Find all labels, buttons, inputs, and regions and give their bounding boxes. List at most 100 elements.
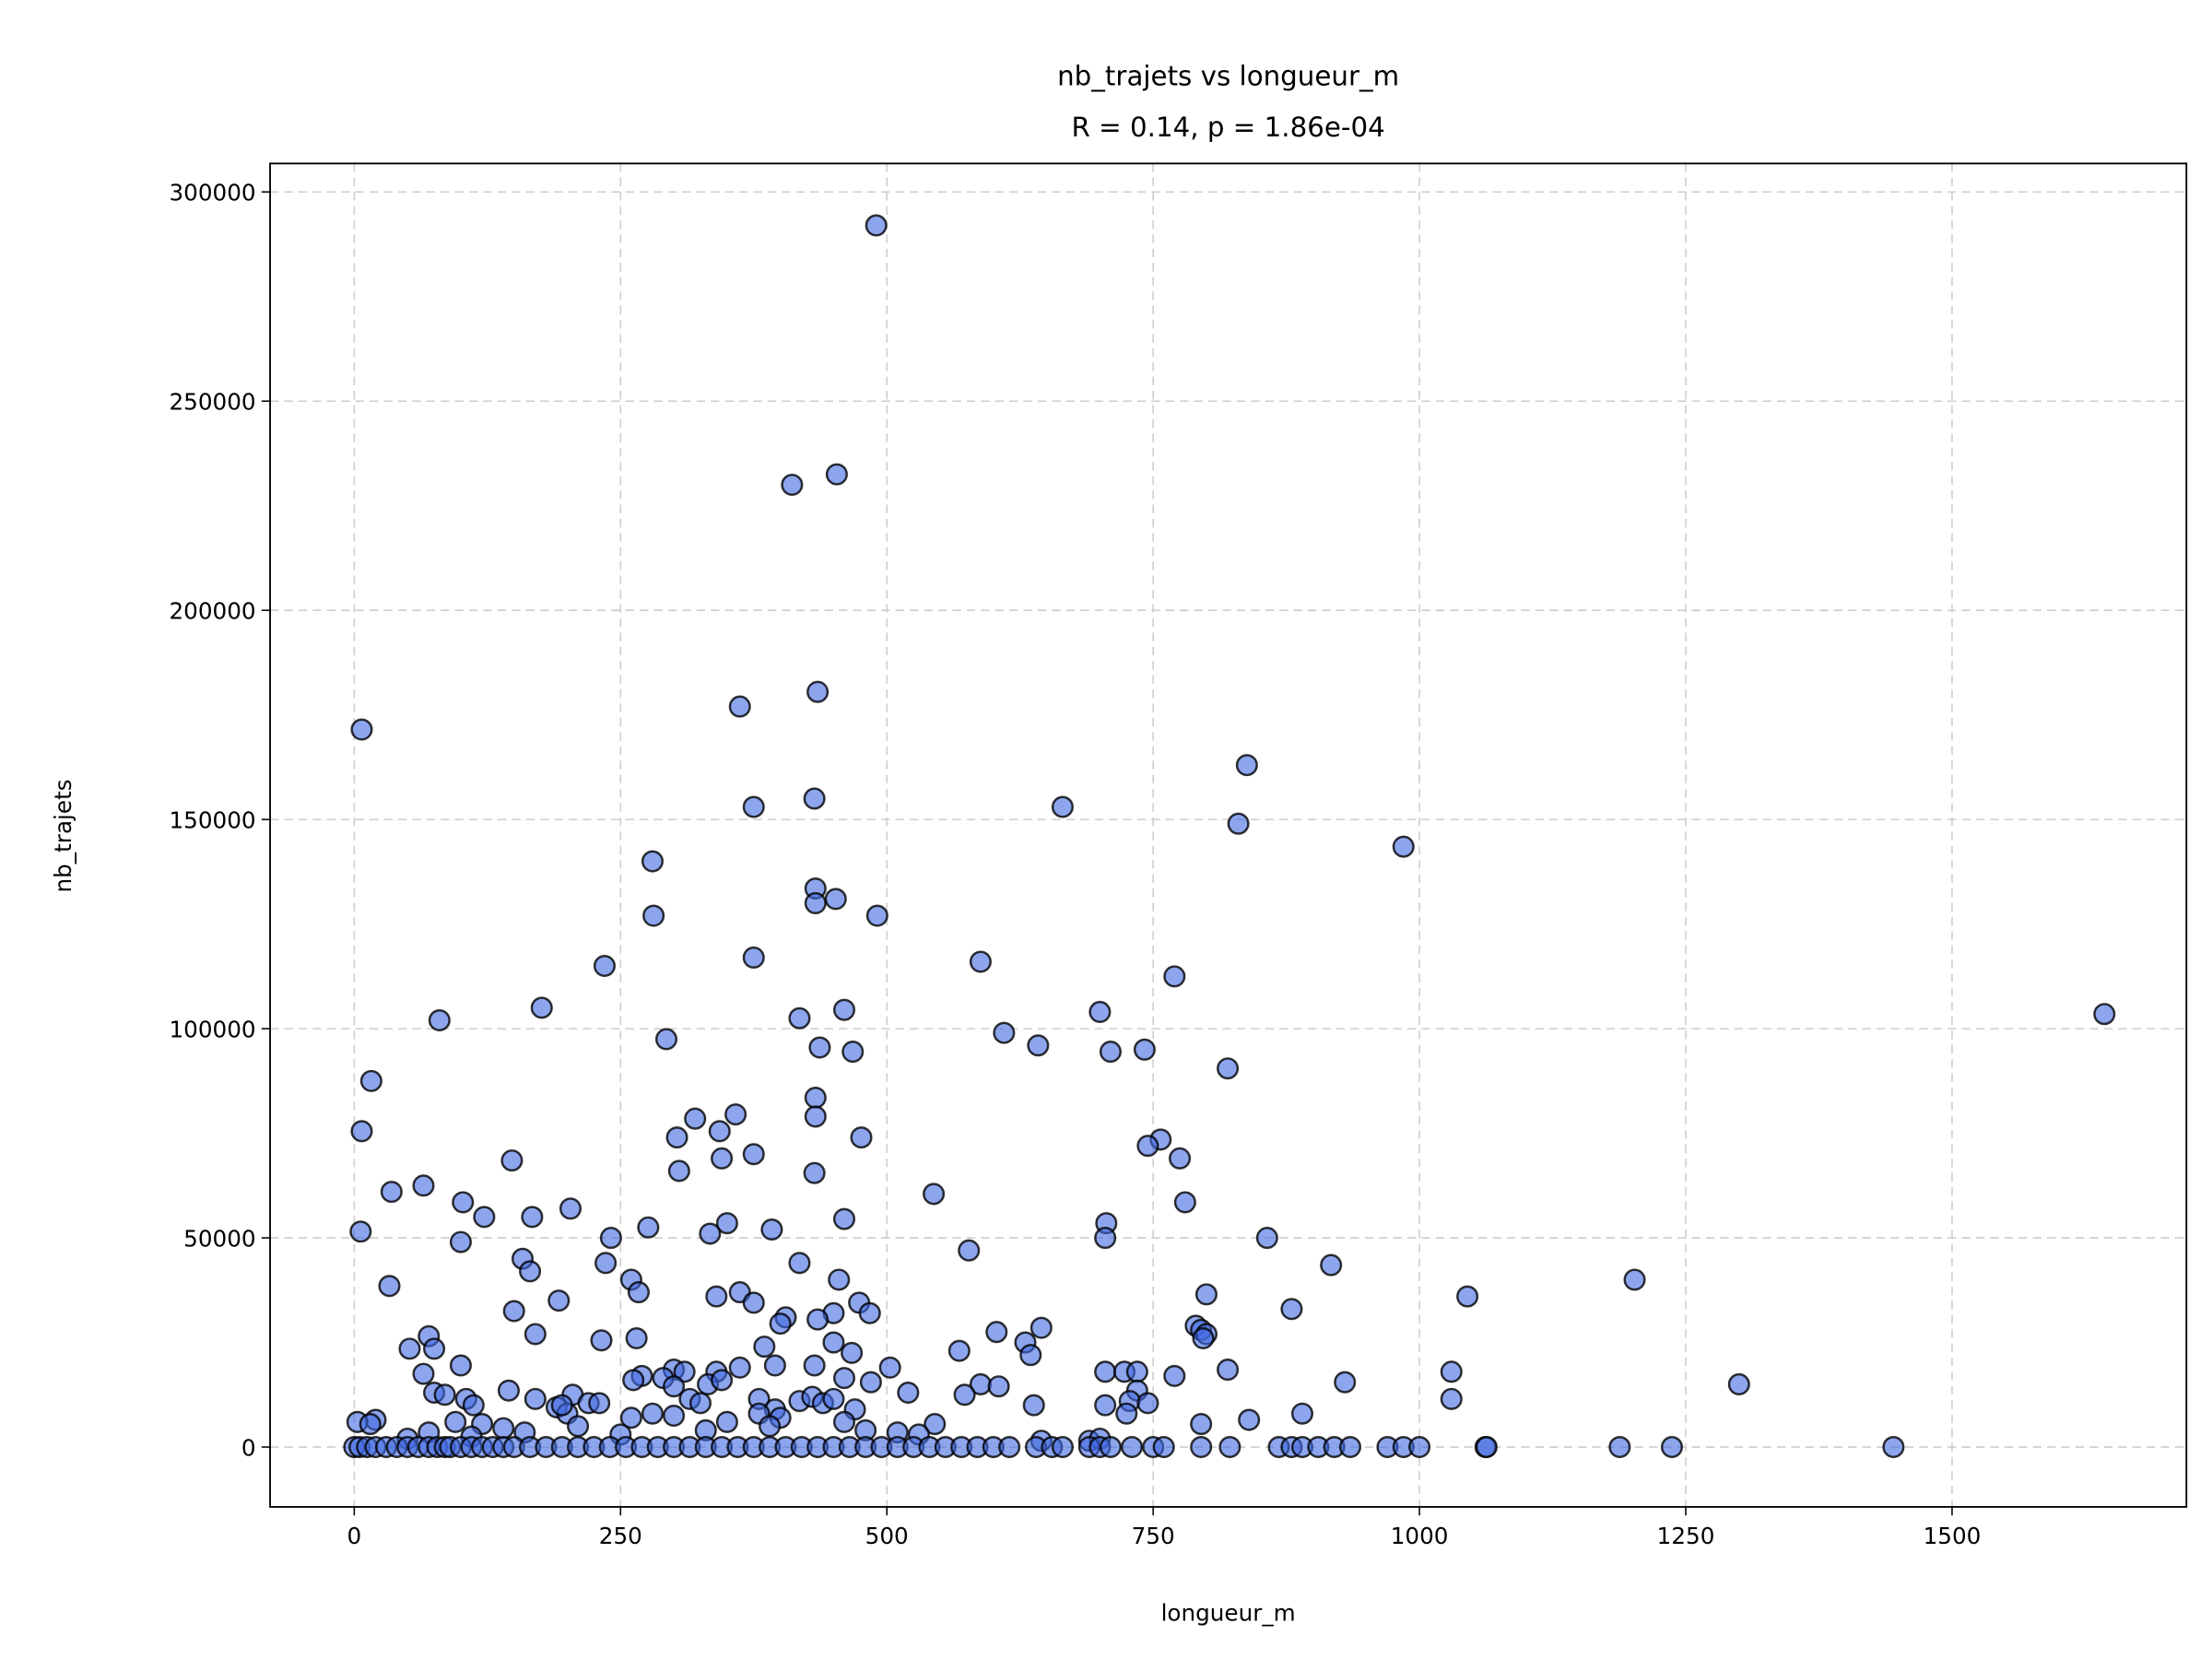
point xyxy=(832,998,856,1021)
point xyxy=(1227,812,1250,835)
point xyxy=(398,1337,421,1360)
point xyxy=(492,1417,515,1440)
point xyxy=(803,1161,826,1184)
point xyxy=(627,1281,650,1304)
y-tick-label: 0 xyxy=(241,1434,256,1461)
point xyxy=(684,1107,707,1130)
plot-frame xyxy=(269,162,2188,1508)
point xyxy=(728,1356,751,1379)
point xyxy=(1051,1436,1074,1459)
point xyxy=(865,214,888,237)
point xyxy=(1235,754,1258,777)
x-tick-label: 1000 xyxy=(1391,1523,1449,1549)
point xyxy=(1190,1436,1213,1459)
point xyxy=(521,1206,544,1229)
point xyxy=(637,1216,660,1239)
x-axis-label: longueur_m xyxy=(1161,1599,1296,1626)
point xyxy=(715,1212,738,1235)
point xyxy=(622,1369,645,1392)
point xyxy=(1456,1285,1479,1308)
point xyxy=(1475,1436,1498,1459)
point xyxy=(1440,1360,1463,1383)
point xyxy=(559,1197,582,1220)
point xyxy=(1218,1436,1241,1459)
point xyxy=(1217,1057,1240,1080)
point xyxy=(428,1009,451,1032)
point xyxy=(1099,1436,1122,1459)
point xyxy=(449,1230,472,1253)
point xyxy=(850,1126,873,1149)
point xyxy=(806,1308,830,1331)
point xyxy=(1022,1394,1045,1417)
point xyxy=(998,1436,1021,1459)
point xyxy=(663,1404,686,1428)
point xyxy=(858,1301,881,1324)
point xyxy=(947,1339,971,1362)
point xyxy=(1334,1371,1357,1394)
x-tick-label: 0 xyxy=(347,1523,362,1549)
point xyxy=(806,680,830,703)
ticks: 0 250 500 750 1000 1250 1500 0 50000 100000 150000… xyxy=(170,179,1982,1549)
y-axis-label: nb_trajets xyxy=(50,779,76,892)
point xyxy=(412,1174,435,1197)
point xyxy=(1088,1000,1112,1023)
point xyxy=(742,946,765,969)
point xyxy=(1163,965,1186,988)
point xyxy=(742,1291,765,1314)
point xyxy=(1727,1372,1750,1395)
point xyxy=(473,1206,496,1229)
point xyxy=(1320,1253,1343,1277)
point xyxy=(715,1410,738,1433)
x-tick-label: 500 xyxy=(865,1523,909,1549)
point xyxy=(350,1120,373,1143)
point xyxy=(1133,1038,1156,1061)
y-tick-label: 250000 xyxy=(170,388,256,415)
point xyxy=(711,1369,734,1392)
point xyxy=(993,1021,1016,1044)
point xyxy=(822,1387,845,1410)
point xyxy=(958,1239,981,1262)
point xyxy=(380,1181,403,1204)
points xyxy=(343,214,2116,1459)
point xyxy=(1125,1360,1148,1383)
point xyxy=(444,1410,467,1433)
point xyxy=(547,1289,571,1312)
point xyxy=(841,1341,864,1364)
point xyxy=(641,850,665,873)
point xyxy=(924,1413,947,1436)
point xyxy=(1094,1394,1117,1417)
point xyxy=(804,1105,827,1128)
point xyxy=(524,1387,547,1410)
y-tick-label: 200000 xyxy=(170,597,256,624)
point xyxy=(524,1323,547,1346)
point xyxy=(832,1410,856,1433)
point xyxy=(590,1329,613,1352)
point xyxy=(1115,1402,1138,1425)
point xyxy=(808,1036,831,1059)
point xyxy=(803,1354,826,1377)
point xyxy=(1290,1402,1314,1425)
point xyxy=(1194,1283,1218,1306)
point xyxy=(502,1300,525,1323)
y-tick-label: 50000 xyxy=(183,1225,255,1252)
point xyxy=(969,950,992,973)
point xyxy=(923,1182,946,1206)
point xyxy=(1094,1227,1117,1250)
point xyxy=(1169,1147,1192,1170)
point xyxy=(728,695,751,718)
point xyxy=(985,1321,1008,1344)
point xyxy=(1440,1387,1463,1410)
chart-subtitle: R = 0.14, p = 1.86e-04 xyxy=(1072,112,1385,143)
point xyxy=(705,1285,728,1308)
point xyxy=(781,473,804,497)
point xyxy=(1238,1408,1261,1431)
point xyxy=(1136,1135,1159,1158)
point xyxy=(788,1006,811,1030)
point xyxy=(742,1143,765,1166)
point xyxy=(859,1371,882,1394)
point xyxy=(1019,1344,1042,1367)
point xyxy=(803,787,826,810)
point xyxy=(433,1383,456,1406)
point xyxy=(832,1367,856,1390)
point xyxy=(667,1159,690,1182)
